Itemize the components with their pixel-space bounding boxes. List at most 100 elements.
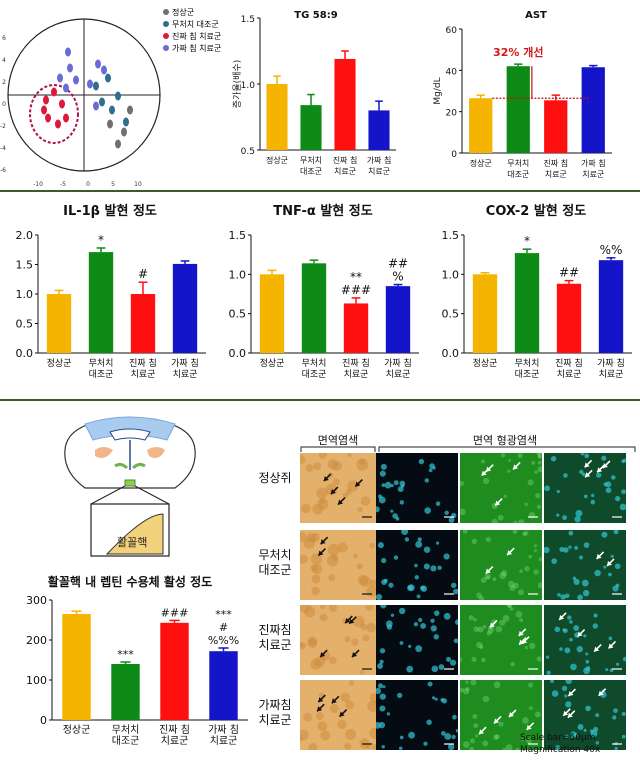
category-label: 정상군: [63, 724, 91, 736]
category-label: 대조군: [515, 369, 540, 380]
y-tick-label: 300: [26, 594, 47, 607]
significance-label: **: [350, 270, 362, 284]
magnification-note: Magnification 40x: [520, 745, 601, 755]
pca-ticks: -10 -5 0 5 10 6 4 2 0 -2 -4 -6: [0, 35, 142, 188]
category-label: 치료군: [582, 170, 604, 179]
improvement-callout: 32% 개선: [493, 45, 543, 59]
pca-point: [121, 127, 127, 137]
pca-x-tick: -5: [60, 181, 66, 188]
bar: [209, 651, 238, 720]
pca-point: [57, 73, 63, 83]
pca-point: [51, 87, 57, 97]
pca-y-tick: 6: [2, 35, 6, 42]
arcuate-nucleus-region: [105, 513, 164, 555]
bar: [160, 622, 189, 720]
pca-y-tick: -6: [0, 167, 6, 174]
header-if: 면역 형광염색: [472, 434, 538, 447]
bar: [300, 105, 322, 150]
leptin-chart: 활꼴핵 내 렙틴 수용체 활성 정도 0 100 200 300 정상군 *** 무처치대조군…: [26, 574, 248, 747]
svg-text:진짜 침 치료군: 진짜 침 치료군: [172, 31, 221, 41]
bar: [62, 614, 91, 720]
category-label: 무처치: [300, 156, 322, 165]
bar: [469, 98, 493, 153]
significance-label: #: [138, 267, 148, 281]
significance-label: ###: [161, 606, 189, 619]
micrograph-row-label: 정상쥐: [258, 471, 292, 485]
significance-label: *: [524, 234, 530, 248]
bar: [472, 274, 498, 353]
y-tick-label: 40: [446, 67, 458, 77]
pca-point: [63, 83, 69, 93]
header-ihc-bracket: [300, 446, 376, 452]
category-label: 가짜 침: [208, 724, 239, 736]
pca-point: [59, 99, 65, 109]
category-label: 무처치: [507, 159, 529, 168]
significance-label: ###: [341, 283, 371, 297]
bar: [334, 58, 356, 150]
chart-title: 활꼴핵 내 렙틴 수용체 활성 정도: [48, 574, 212, 589]
category-label: 치료군: [368, 167, 390, 176]
pca-point: [107, 119, 113, 129]
bar: [544, 100, 568, 153]
y-axis-label: 증가율(배수): [232, 60, 243, 108]
pca-point: [93, 81, 99, 91]
micrograph-row-label: 무처치 대조군: [258, 548, 292, 577]
svg-text:정상군: 정상군: [172, 7, 194, 17]
pca-point: [105, 73, 111, 83]
pca-point: [67, 63, 73, 73]
category-label: 진짜 침: [543, 158, 568, 168]
pca-point: [95, 59, 101, 69]
chart-title: AST: [525, 10, 547, 21]
micrograph-ihc: [300, 453, 376, 523]
pca-point: [55, 119, 61, 129]
pca-point: [109, 105, 115, 115]
micrograph-dapi: [376, 680, 458, 750]
bar: [46, 294, 72, 353]
micrograph-green: [460, 530, 542, 600]
section-divider: [0, 399, 640, 401]
category-label: 정상군: [473, 358, 498, 369]
pca-point: [65, 47, 71, 57]
y-tick-label: 0: [451, 150, 457, 160]
category-label: 치료군: [545, 170, 567, 179]
micrograph-merge: [544, 680, 626, 750]
pca-x-tick: -10: [33, 181, 43, 188]
pca-legend: 정상군 무처치 대조군 진짜 침 치료군 가짜 침 치료군: [163, 7, 221, 53]
micrograph-ihc: [300, 605, 376, 675]
y-tick-label: 1.0: [442, 268, 460, 281]
micrograph-ihc: [300, 680, 376, 750]
pca-legend-item: 가짜 침 치료군: [163, 44, 221, 53]
pca-legend-item: 진짜 침 치료군: [163, 31, 221, 41]
y-tick-label: 1.0: [16, 288, 34, 301]
pca-x-tick: 10: [134, 181, 142, 188]
chart-title: COX-2 발현 정도: [486, 203, 586, 219]
bar: [266, 84, 288, 150]
category-label: 치료군: [386, 368, 411, 380]
category-label: 가짜 침: [597, 358, 625, 369]
significance-label: *: [98, 233, 104, 247]
y-tick-label: 1.0: [229, 268, 247, 281]
bar: [514, 253, 540, 353]
chart-title: TG 58:9: [294, 10, 337, 21]
svg-text:가짜 침 치료군: 가짜 침 치료군: [172, 44, 221, 53]
y-tick-label: 100: [26, 674, 47, 687]
category-label: 정상군: [47, 358, 72, 369]
bar: [581, 67, 605, 153]
y-tick-label: 0.5: [16, 318, 34, 331]
category-label: 가짜 침: [171, 358, 199, 369]
micrograph-row-label: 진짜침 치료군: [258, 623, 292, 652]
y-tick-label: 1.5: [16, 259, 34, 272]
y-tick-label: 200: [26, 634, 47, 647]
micrograph-merge: [544, 605, 626, 675]
significance-label: %%: [600, 243, 623, 257]
category-label: 진짜 침: [333, 155, 358, 165]
micrograph-dapi: [376, 530, 458, 600]
bar: [130, 294, 156, 353]
pca-point: [115, 91, 121, 101]
pca-point: [87, 79, 93, 89]
pca-y-tick: 0: [2, 101, 6, 108]
significance-label: ***: [215, 608, 232, 621]
y-tick-label: 20: [446, 109, 458, 119]
category-label: 정상군: [470, 158, 492, 168]
